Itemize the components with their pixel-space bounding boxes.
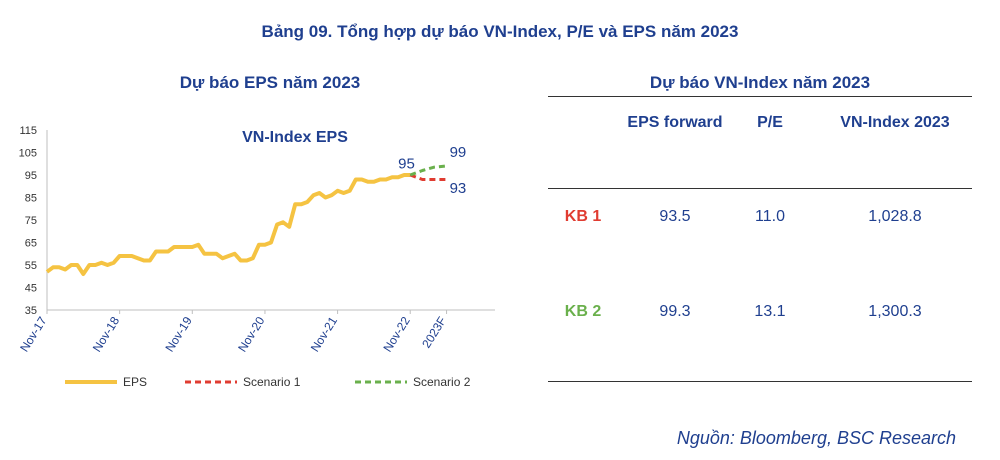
table-bottom-rule [548,381,972,382]
series-line-scenario-1 [409,173,447,181]
y-tick-label: 85 [25,193,37,205]
chart-heading: Dự báo EPS năm 2023 [179,73,361,92]
y-tick-label: 65 [25,238,37,250]
legend-label: Scenario 1 [243,375,301,389]
y-tick-label: 35 [25,305,37,317]
row-kb2-vnindex: 1,300.3 [868,303,922,320]
y-tick-label: 55 [25,260,37,272]
row-label-kb1: KB 1 [564,208,602,225]
data-label: 95 [398,155,415,172]
table-header-rule [548,188,972,189]
x-tick-label: Nov-20 [235,314,268,355]
x-tick-label: Nov-19 [162,314,195,355]
row-kb2-pe: 13.1 [754,303,786,320]
data-label: 93 [450,180,467,197]
y-tick-label: 115 [19,125,37,137]
x-tick-label: 2023F [419,314,449,350]
series-line-eps [45,173,411,276]
y-tick-label: 95 [25,170,37,182]
legend-label: EPS [123,375,147,389]
data-label: 99 [450,144,467,161]
main-title: Bảng 09. Tổng hợp dự báo VN-Index, P/E v… [261,22,739,41]
eps-line-chart: 35 45 55 65 75 85 95 105 115 Nov-17 Nov-18 Nov-19 No… [17,125,495,389]
row-kb1-pe: 11.0 [755,208,785,225]
column-header-pe: P/E [757,114,783,131]
source-note: Nguồn: Bloomberg, BSC Research [676,428,956,448]
x-tick-label: Nov-17 [17,314,50,355]
y-tick-label: 75 [25,215,37,227]
x-tick-label: Nov-18 [90,314,123,355]
row-kb1-vnindex: 1,028.8 [868,208,922,225]
series-line-scenario-2 [409,164,447,177]
row-kb2-eps: 99.3 [659,303,691,320]
x-tick-label: Nov-21 [308,314,341,355]
y-tick-label: 45 [25,283,37,295]
chart-title: VN-Index EPS [242,129,348,146]
table-top-rule [548,96,972,97]
row-label-kb2: KB 2 [564,303,602,320]
column-header-eps: EPS forward [627,114,723,131]
legend-label: Scenario 2 [413,375,471,389]
column-header-vnindex: VN-Index 2023 [840,114,950,131]
y-tick-label: 105 [19,148,37,160]
x-tick-label: Nov-22 [380,314,413,355]
table-heading: Dự báo VN-Index năm 2023 [649,73,871,92]
row-kb1-eps: 93.5 [659,208,691,225]
